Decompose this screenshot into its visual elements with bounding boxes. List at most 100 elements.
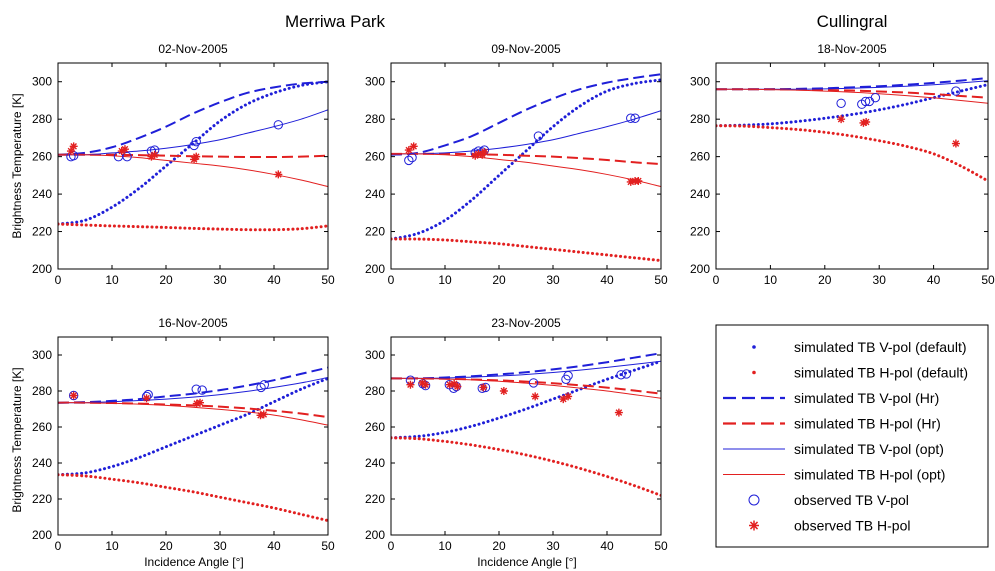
- y-tick-label: 260: [32, 150, 52, 164]
- plot-area: [716, 63, 988, 269]
- y-tick-label: 240: [690, 187, 710, 201]
- observed-h-point: [474, 149, 483, 158]
- observed-h-point: [66, 147, 75, 156]
- observed-h-point: [450, 379, 459, 388]
- y-tick-label: 240: [365, 456, 385, 470]
- y-tick-label: 300: [32, 75, 52, 89]
- axes-frame: [390, 62, 662, 270]
- series-simulated-tb-v-pol-default-: [391, 359, 661, 440]
- legend-box: [715, 324, 989, 548]
- site-title-cullingral: Cullingral: [817, 12, 888, 31]
- legend-entry: simulated TB H-pol (opt): [723, 467, 945, 483]
- observed-v-point: [563, 371, 573, 381]
- observed-h-point: [445, 380, 454, 389]
- x-tick-label: 20: [492, 539, 506, 553]
- x-tick-label: 20: [159, 539, 173, 553]
- y-tick-label: 240: [32, 187, 52, 201]
- series-group: [58, 80, 328, 232]
- x-tick-label: 30: [546, 273, 560, 287]
- site-title-merriwa: Merriwa Park: [285, 12, 386, 31]
- observed-v-point: [626, 113, 636, 123]
- x-tick-label: 0: [388, 273, 395, 287]
- observed-h-point: [196, 398, 205, 407]
- observed-h-point: [192, 399, 201, 408]
- y-tick-label: 300: [365, 348, 385, 362]
- series-group: [58, 366, 328, 523]
- legend-label: simulated TB V-pol (default): [794, 339, 967, 355]
- observed-h-point: [147, 152, 156, 161]
- x-tick-label: 30: [873, 273, 887, 287]
- series-simulated-tb-v-pol-default-: [716, 83, 988, 128]
- observed-h-point: [951, 139, 960, 148]
- observed-v-point: [122, 151, 132, 162]
- legend-entry: simulated TB V-pol (Hr): [723, 390, 939, 406]
- x-tick-label: 10: [438, 539, 452, 553]
- series-simulated-tb-h-pol-default-: [716, 124, 988, 183]
- x-tick-label: 40: [600, 539, 614, 553]
- y-tick-label: 300: [690, 75, 710, 89]
- x-tick-label: 30: [213, 539, 227, 553]
- x-tick-label: 20: [159, 273, 173, 287]
- x-tick-label: 10: [105, 273, 119, 287]
- observed-v-point: [191, 136, 201, 147]
- series-simulated-tb-h-pol-default-: [391, 436, 661, 497]
- observed-v-point: [870, 92, 881, 103]
- observed-h-point: [256, 411, 265, 420]
- observed-v-point: [256, 382, 266, 393]
- plot-area: [391, 63, 661, 269]
- observed-h-point: [406, 380, 415, 389]
- legend-label: observed TB V-pol: [794, 492, 909, 508]
- series-group: [716, 76, 988, 183]
- observed-v-point: [836, 98, 846, 108]
- observed-h-point: [117, 147, 126, 156]
- observed-v-point: [197, 385, 207, 395]
- series-simulated-tb-v-pol-default-: [58, 80, 328, 226]
- observed-v-point: [528, 378, 539, 388]
- legend-label: simulated TB H-pol (Hr): [794, 416, 941, 432]
- series-simulated-tb-v-pol-default-: [58, 376, 328, 477]
- series-simulated-tb-v-pol-default-: [391, 78, 661, 241]
- observed-h-point: [634, 176, 643, 185]
- chart-panel-09-Nov-2005: 09-Nov-2005 0 10 20 30 40 50 200 220 240 260 280 300: [365, 42, 668, 287]
- legend-label: observed TB H-pol: [794, 518, 910, 534]
- legend-marker-dot: [752, 370, 756, 375]
- legend-label: simulated TB V-pol (opt): [794, 441, 944, 457]
- series-simulated-tb-v-pol-opt-: [391, 110, 661, 155]
- observed-h-point: [142, 394, 151, 403]
- y-tick-label: 260: [32, 420, 52, 434]
- series-simulated-tb-h-pol-hr-: [391, 377, 661, 395]
- observed-h-point: [614, 408, 623, 417]
- series-simulated-tb-h-pol-default-: [58, 473, 328, 523]
- y-tick-label: 240: [365, 187, 385, 201]
- y-tick-label: 200: [32, 262, 52, 276]
- observed-h-point: [69, 391, 78, 400]
- series-simulated-tb-v-pol-hr-: [716, 76, 988, 91]
- observed-v-point: [860, 96, 871, 107]
- series-simulated-tb-h-pol-opt-: [391, 153, 661, 188]
- chart-panel-18-Nov-2005: 18-Nov-2005 0 10 20 30 40 50 200 220 240 260 280 300: [690, 42, 995, 287]
- x-tick-label: 40: [927, 273, 941, 287]
- legend-marker-star: [749, 520, 759, 531]
- observed-h-point: [421, 380, 430, 389]
- y-tick-label: 200: [365, 528, 385, 542]
- legend-entry: simulated TB V-pol (default): [752, 339, 967, 355]
- observed-h-point: [837, 115, 846, 124]
- chart-panel-02-Nov-2005: 02-Nov-2005 0 10 20 30 40 50 200 220 240 260 280 300: [32, 42, 335, 287]
- y-tick-label: 220: [32, 492, 52, 506]
- x-tick-label: 10: [764, 273, 778, 287]
- observed-h-point: [418, 378, 427, 387]
- legend-entry: simulated TB H-pol (default): [752, 365, 968, 381]
- y-tick-label: 260: [365, 150, 385, 164]
- legend-label: simulated TB H-pol (opt): [794, 467, 945, 483]
- chart-panel-23-Nov-2005: 23-Nov-2005 0 10 20 30 40 50 200 220 240 260 280 300: [365, 316, 668, 553]
- y-tick-label: 300: [365, 75, 385, 89]
- series-simulated-tb-h-pol-default-: [58, 222, 328, 232]
- panel-title: 18-Nov-2005: [817, 42, 887, 56]
- ylabel-top: Brightness Temperature [K]: [10, 93, 24, 238]
- series-group: [391, 352, 661, 497]
- legend-marker-dot: [752, 345, 756, 349]
- observed-v-point: [630, 113, 640, 123]
- observed-h-point: [862, 117, 871, 126]
- y-tick-label: 260: [365, 420, 385, 434]
- observed-h-point: [404, 146, 413, 155]
